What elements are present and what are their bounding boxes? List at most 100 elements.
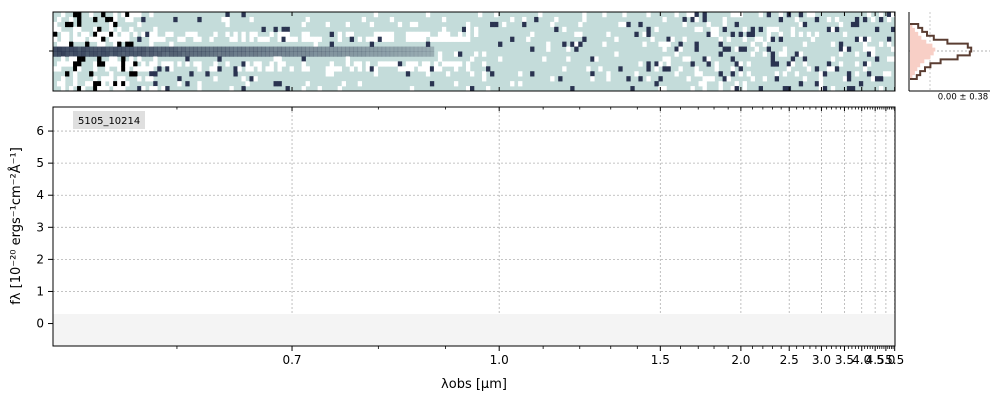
- spectrum-2d-pixel: [762, 41, 767, 47]
- spectrum-2d-pixel: [862, 16, 868, 23]
- spectrum-2d-pixel: [269, 31, 274, 37]
- spectrum-2d-pixel: [93, 31, 98, 37]
- spectrum-2d-pixel: [137, 51, 142, 57]
- spectrum-2d-pixel: [510, 36, 515, 42]
- spectrum-2d-pixel: [193, 46, 198, 52]
- spectrum-2d-pixel: [97, 36, 102, 42]
- spectrum-2d-pixel: [201, 51, 206, 57]
- spectrum-2d-pixel: [662, 86, 667, 91]
- spectrum-2d-pixel: [221, 51, 226, 57]
- spectrum-2d-pixel: [61, 31, 66, 37]
- spectrum-2d-pixel: [349, 31, 355, 37]
- zero-band: [53, 314, 895, 346]
- spectrum-2d-pixel: [630, 86, 635, 91]
- spectrum-2d-pixel: [145, 51, 150, 57]
- spectrum-2d-pixel: [329, 41, 334, 47]
- spectrum-2d-pixel: [161, 36, 166, 42]
- spectrum-2d-pixel: [69, 51, 74, 57]
- spectrum-2d-pixel: [325, 71, 330, 77]
- spectrum-2d-pixel: [562, 41, 567, 47]
- spectrum-2d-pixel: [886, 71, 892, 77]
- spectrum-2d-pixel: [129, 51, 134, 57]
- spectrum-2d-pixel: [237, 51, 242, 57]
- spectrum-1d-frame: [52, 106, 896, 347]
- spectrum-2d-pixel: [838, 51, 844, 57]
- spectrum-2d-pixel: [337, 31, 342, 37]
- spectrum-2d-pixel: [694, 16, 699, 23]
- spectrum-2d-pixel: [145, 66, 150, 72]
- spectrum-2d-pixel: [53, 36, 58, 42]
- spectrum-2d-pixel: [710, 76, 715, 82]
- spectrum-2d-pixel: [417, 31, 423, 37]
- spectrum-2d-pixel: [718, 81, 723, 87]
- spectrum-2d-pixel: [830, 66, 836, 72]
- spectrum-2d-pixel: [449, 36, 455, 42]
- spectrum-2d-pixel: [369, 36, 375, 42]
- spectrum-2d-pixel: [377, 46, 383, 52]
- spectrum-2d-pixel: [425, 46, 431, 52]
- spectrum-2d-pixel: [257, 61, 262, 67]
- spectrum-2d-pixel: [526, 36, 531, 42]
- spectrum-2d-pixel: [109, 26, 114, 33]
- spectrum-2d-pixel: [758, 36, 763, 42]
- spectrum-2d-pixel: [694, 71, 699, 77]
- spectrum-2d-pixel: [273, 46, 278, 52]
- spectrum-2d-pixel: [397, 46, 403, 52]
- spectrum-2d-pixel: [305, 46, 310, 52]
- spectrum-2d-pixel: [742, 26, 747, 33]
- spectrum-2d-pixel: [770, 36, 776, 42]
- spectrum-2d-pixel: [109, 16, 114, 23]
- spectrum-2d-pixel: [377, 31, 383, 37]
- spectrum-2d-pixel: [878, 16, 884, 23]
- spectrum-2d-pixel: [465, 86, 471, 91]
- spectrum-2d-pixel: [73, 71, 78, 77]
- spectrum-2d-pixel: [690, 86, 695, 91]
- spectrum-2d-pixel: [437, 51, 443, 57]
- spectrum-2d-pixel: [277, 81, 282, 87]
- spectrum-2d-pixel: [826, 61, 832, 67]
- spectrum-2d-pixel: [57, 26, 62, 33]
- spectrum-2d-pixel: [249, 46, 254, 52]
- spectrum-2d-pixel: [305, 36, 310, 42]
- spectrum-2d-pixel: [730, 86, 735, 91]
- spectrum-2d-pixel: [397, 61, 403, 67]
- spectrum-2d-image: [53, 12, 895, 91]
- spectrum-2d-pixel: [281, 36, 286, 42]
- spectrum-2d-pixel: [233, 36, 238, 42]
- spectrum-2d-pixel: [293, 36, 298, 42]
- spectrum-2d-pixel: [89, 81, 94, 87]
- spectrum-2d-pixel: [782, 46, 788, 52]
- spectrum-2d-pixel: [734, 21, 739, 28]
- spectrum-2d-pixel: [301, 46, 306, 52]
- spectrum-2d-pixel: [301, 86, 306, 91]
- spectrum-2d-pixel: [121, 86, 126, 91]
- spectrum-2d-pixel: [373, 46, 379, 52]
- spectrum-2d-pixel: [654, 66, 659, 72]
- spectrum-2d-pixel: [265, 51, 270, 57]
- spectrum-2d-pixel: [121, 66, 126, 72]
- spectrum-2d-pixel: [61, 76, 66, 82]
- spectrum-2d-pixel: [301, 66, 306, 72]
- spectrum-2d-pixel: [201, 46, 206, 52]
- spectrum-2d-pixel: [369, 51, 375, 57]
- spectrum-2d-pixel: [389, 36, 395, 42]
- spectrum-2d-pixel: [774, 76, 780, 82]
- spectrum-2d-pixel: [177, 76, 182, 82]
- spectrum-2d-pixel: [409, 66, 415, 72]
- spectrum-2d-pixel: [714, 66, 719, 72]
- spectrum-2d-pixel: [277, 46, 282, 52]
- spectrum-2d-pixel: [750, 41, 755, 47]
- spectrum-2d-pixel: [329, 61, 334, 67]
- spectrum-2d-pixel: [329, 46, 334, 52]
- spectrum-2d-pixel: [698, 26, 703, 33]
- spectrum-2d-pixel: [289, 66, 294, 72]
- spectrum-2d-pixel: [97, 41, 102, 47]
- spectrum-2d-pixel: [149, 36, 154, 42]
- spectrum-2d-pixel: [425, 51, 431, 57]
- spectrum-2d-pixel: [257, 36, 262, 42]
- x-tick-label: 5.5: [885, 353, 904, 367]
- spectrum-2d-pixel: [241, 76, 246, 82]
- spectrum-2d-pixel: [121, 36, 126, 42]
- spectrum-2d-pixel: [229, 36, 234, 42]
- spectrum-2d-pixel: [413, 31, 419, 37]
